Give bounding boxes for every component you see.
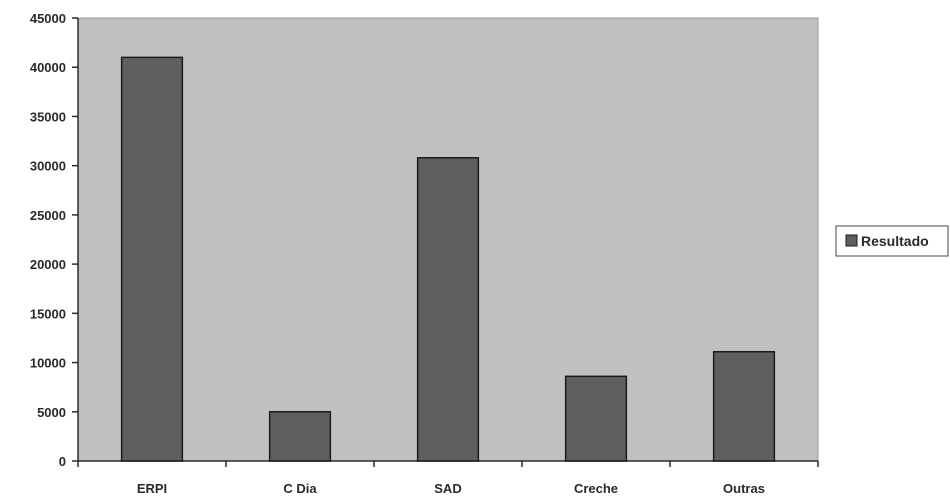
bar-sad xyxy=(416,157,480,462)
bar-erpi xyxy=(120,56,184,462)
bar-outras xyxy=(712,350,776,462)
y-tick-label: 5000 xyxy=(37,405,66,420)
x-axis: ERPI C Dia SAD Creche Outras xyxy=(77,460,819,496)
y-tick-label: 0 xyxy=(59,454,66,469)
y-tick-label: 35000 xyxy=(30,109,66,124)
legend-swatch xyxy=(845,234,858,247)
x-tick-label: SAD xyxy=(434,481,461,496)
x-tick-label: ERPI xyxy=(137,481,167,496)
y-tick-label: 40000 xyxy=(30,60,66,75)
bar-c-dia xyxy=(268,411,332,462)
y-tick-label: 15000 xyxy=(30,306,66,321)
y-tick-label: 30000 xyxy=(30,159,66,174)
y-tick-label: 20000 xyxy=(30,257,66,272)
y-tick-label: 45000 xyxy=(30,11,66,26)
legend-label: Resultado xyxy=(861,233,929,249)
y-tick-label: 25000 xyxy=(30,208,66,223)
y-tick-label: 10000 xyxy=(30,356,66,371)
x-tick-label: Creche xyxy=(574,481,618,496)
x-tick-label: Outras xyxy=(723,481,765,496)
y-axis: 0 5000 10000 15000 20000 25000 30000 35000 40000… xyxy=(30,11,79,469)
x-tick-label: C Dia xyxy=(283,481,317,496)
bars xyxy=(120,56,776,462)
legend: Resultado xyxy=(835,225,949,257)
bar-creche xyxy=(564,375,628,462)
